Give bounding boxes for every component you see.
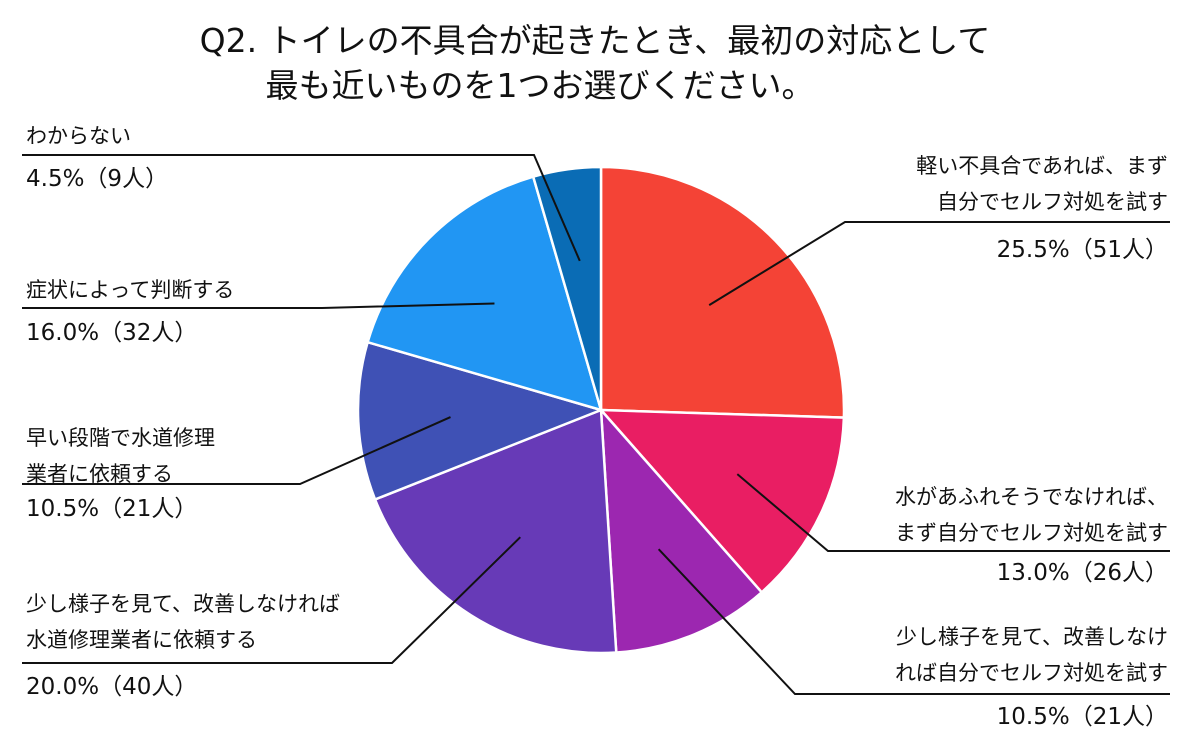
slice-label: 業者に依頼する xyxy=(26,462,173,486)
chart-title-line-1: Q2. トイレの不具合が起きたとき、最初の対応として xyxy=(200,21,991,60)
leader-line xyxy=(657,548,1170,695)
leader-line xyxy=(22,154,581,262)
leader-line xyxy=(708,221,1170,307)
pie-slices xyxy=(356,165,846,655)
pie-slice xyxy=(373,408,618,655)
leader-lines xyxy=(22,154,1170,695)
slice-value-label: 20.0%（40人） xyxy=(26,674,197,700)
slice-label: れば自分でセルフ対処を試す xyxy=(895,661,1168,685)
pie-slice xyxy=(366,175,603,412)
slice-label: 少し様子を見て、改善しなけ xyxy=(896,625,1168,649)
slice-value-label: 25.5%（51人） xyxy=(997,237,1168,263)
pie-slice xyxy=(598,408,846,595)
chart-title-line-2: 最も近いものを1つお選びください。 xyxy=(266,66,815,105)
pie-slice xyxy=(599,165,846,419)
leader-line xyxy=(736,473,1170,552)
slice-value-label: 4.5%（9人） xyxy=(26,166,168,192)
slice-label: 水道修理業者に依頼する xyxy=(26,628,257,652)
slice-label: 自分でセルフ対処を試す xyxy=(937,190,1168,214)
leader-line xyxy=(22,302,495,309)
slice-value-label: 13.0%（26人） xyxy=(997,560,1168,586)
slice-value-label: 16.0%（32人） xyxy=(26,320,197,346)
slice-value-label: 10.5%（21人） xyxy=(997,704,1168,730)
slice-value-label: 10.5%（21人） xyxy=(26,496,197,522)
slice-label: まず自分でセルフ対処を試す xyxy=(895,521,1168,545)
leader-line xyxy=(22,536,521,664)
slice-label: 少し様子を見て、改善しなければ xyxy=(26,592,340,616)
chart-title: Q2. トイレの不具合が起きたとき、最初の対応として 最も近いものを1つお選びく… xyxy=(200,21,991,105)
slice-label: 症状によって判断する xyxy=(26,278,234,302)
slice-label: 軽い不具合であれば、まず xyxy=(916,154,1168,178)
pie-slice xyxy=(599,406,764,654)
slice-label: 水があふれそうでなければ、 xyxy=(895,485,1168,509)
leader-line xyxy=(22,416,451,485)
slice-labels: 軽い不具合であれば、まず自分でセルフ対処を試す 25.5%（51人） 水があふれそう… xyxy=(26,124,1168,730)
pie-slice xyxy=(531,165,603,411)
pie-slice xyxy=(356,340,605,502)
slice-label: 早い段階で水道修理 xyxy=(26,426,215,450)
slice-label: わからない xyxy=(26,124,131,148)
